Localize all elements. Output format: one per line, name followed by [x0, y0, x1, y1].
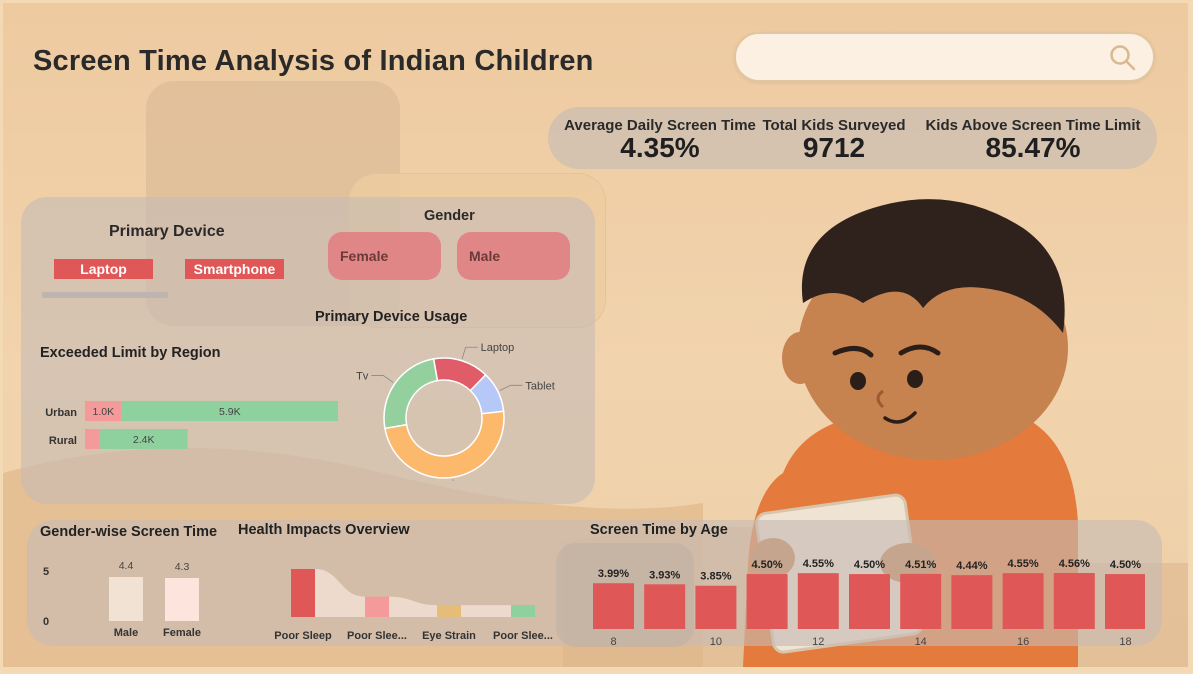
- gender-option-male[interactable]: Male: [457, 232, 570, 280]
- health-axis-label: Eye Strain: [422, 630, 476, 641]
- age-axis-label: 8: [610, 636, 616, 648]
- region-data-label: 2.4K: [133, 434, 155, 446]
- health-ribbon: [389, 596, 437, 617]
- kpi-total-kids-surveyed: Total Kids Surveyed 9712: [762, 117, 906, 164]
- search-icon[interactable]: [1109, 44, 1137, 72]
- kpi-label: Average Daily Screen Time: [564, 117, 756, 134]
- gender-bar: [165, 578, 199, 621]
- slicer-option-smartphone[interactable]: Smartphone: [185, 259, 284, 279]
- health-impacts-chart: Poor Sleep Poor Slee... Eye Strain Poor Sle…: [274, 569, 553, 641]
- kpi-kids-above-limit: Kids Above Screen Time Limit 85.47%: [924, 117, 1142, 164]
- region-bar-segment: [85, 401, 122, 421]
- age-axis-label: 18: [1119, 636, 1131, 648]
- health-ribbon: [315, 569, 365, 617]
- page-title: Screen Time Analysis of Indian Children: [33, 45, 594, 77]
- age-bar: [951, 575, 993, 629]
- donut-slice-label: Tv: [356, 371, 369, 383]
- gender-bar: [109, 577, 143, 621]
- kpi-label: Kids Above Screen Time Limit: [925, 117, 1141, 134]
- gender-data-label: 4.4: [119, 560, 134, 572]
- region-axis-label: Urban: [45, 407, 77, 419]
- age-bar: [797, 573, 839, 629]
- region-bar-segment: [85, 429, 100, 449]
- age-bar: [644, 584, 686, 629]
- gender-slicer-title: Gender: [424, 208, 475, 224]
- gender-y-tick: 5: [43, 566, 49, 578]
- gender-data-label: 4.3: [175, 561, 190, 573]
- health-axis-label: Poor Sleep: [274, 630, 332, 641]
- age-axis-label: 10: [710, 636, 722, 648]
- device-usage-donut-chart: LaptopTabletSmartphoneTv: [356, 342, 555, 481]
- donut-slice: [383, 358, 439, 430]
- gender-screen-time-title: Gender-wise Screen Time: [40, 524, 218, 540]
- health-bar: [511, 605, 535, 617]
- health-ribbon: [461, 605, 511, 617]
- kpi-bar: Average Daily Screen Time 4.35% Total Ki…: [548, 107, 1157, 169]
- kpi-value: 85.47%: [985, 132, 1081, 163]
- gender-screen-time-chart: 5 0 4.4 Male 4.3 Female: [43, 560, 201, 639]
- age-bar: [593, 583, 634, 629]
- age-chart-title: Screen Time by Age: [590, 522, 728, 538]
- region-data-label: 5.9K: [219, 406, 241, 418]
- age-data-label: 3.85%: [700, 571, 731, 583]
- kpi-value: 4.35%: [620, 132, 700, 163]
- region-bar-segment: [121, 401, 339, 421]
- health-axis-label: Poor Slee...: [493, 630, 553, 641]
- age-data-label: 4.55%: [1007, 558, 1038, 570]
- age-data-label: 4.56%: [1059, 558, 1090, 570]
- age-bar: [849, 574, 890, 629]
- age-bar: [900, 573, 942, 629]
- region-bar-segment: [99, 429, 188, 449]
- age-bar: [695, 585, 737, 629]
- slicer-scrollbar[interactable]: [42, 292, 168, 298]
- donut-leader-line: [371, 375, 394, 383]
- dashboard-canvas: Screen Time Analysis of Indian Children …: [3, 3, 1188, 667]
- gender-option-female[interactable]: Female: [328, 232, 441, 280]
- slicer-option-laptop[interactable]: Laptop: [54, 259, 153, 279]
- age-axis-label: 14: [915, 636, 927, 648]
- kpi-value: 9712: [802, 132, 866, 163]
- health-axis-label: Poor Slee...: [347, 630, 407, 641]
- age-bar: [1002, 573, 1044, 629]
- health-bar: [437, 605, 461, 617]
- device-usage-chart-title: Primary Device Usage: [315, 309, 468, 325]
- age-data-label: 4.50%: [751, 559, 782, 571]
- health-impacts-title: Health Impacts Overview: [238, 522, 410, 538]
- age-axis-label: 12: [812, 636, 824, 648]
- donut-leader-line: [499, 384, 523, 391]
- region-axis-label: Rural: [49, 435, 77, 447]
- age-data-label: 4.50%: [1110, 559, 1141, 571]
- search-input[interactable]: [754, 44, 1094, 70]
- screen-time-by-age-chart: 3.99% 8 3.93% 3.85% 10 4.50% 4.55% 12 4.50% 4.51%…: [593, 558, 1145, 648]
- donut-slice-label: Laptop: [481, 342, 515, 354]
- donut-leader-line: [461, 346, 478, 359]
- age-axis-label: 16: [1017, 636, 1029, 648]
- age-data-label: 3.99%: [598, 568, 629, 580]
- age-data-label: 3.93%: [649, 569, 680, 581]
- age-data-label: 4.50%: [854, 559, 885, 571]
- gender-y-tick: 0: [43, 616, 49, 628]
- donut-slice-label: Tablet: [525, 380, 554, 392]
- donut-slice: [384, 410, 505, 479]
- region-chart-title: Exceeded Limit by Region: [40, 345, 221, 361]
- gender-axis-label: Male: [114, 627, 138, 639]
- region-data-label: 1.0K: [93, 406, 115, 418]
- kpi-label: Total Kids Surveyed: [762, 117, 906, 134]
- kpi-average-daily-screen-time: Average Daily Screen Time 4.35%: [561, 117, 759, 164]
- age-bar: [1105, 574, 1145, 629]
- health-bar: [291, 569, 315, 617]
- gender-axis-label: Female: [163, 627, 201, 639]
- age-data-label: 4.55%: [803, 558, 834, 570]
- region-chart: Urban 1.0K 5.9K Rural 2.4K: [45, 401, 339, 449]
- search-box[interactable]: [734, 32, 1155, 82]
- age-data-label: 4.51%: [905, 559, 936, 571]
- health-bar: [365, 596, 389, 617]
- age-bar: [1053, 573, 1095, 629]
- age-bar: [746, 574, 788, 629]
- primary-device-slicer-title: Primary Device: [109, 223, 225, 240]
- donut-leader-line: [452, 479, 454, 481]
- age-data-label: 4.44%: [956, 560, 987, 572]
